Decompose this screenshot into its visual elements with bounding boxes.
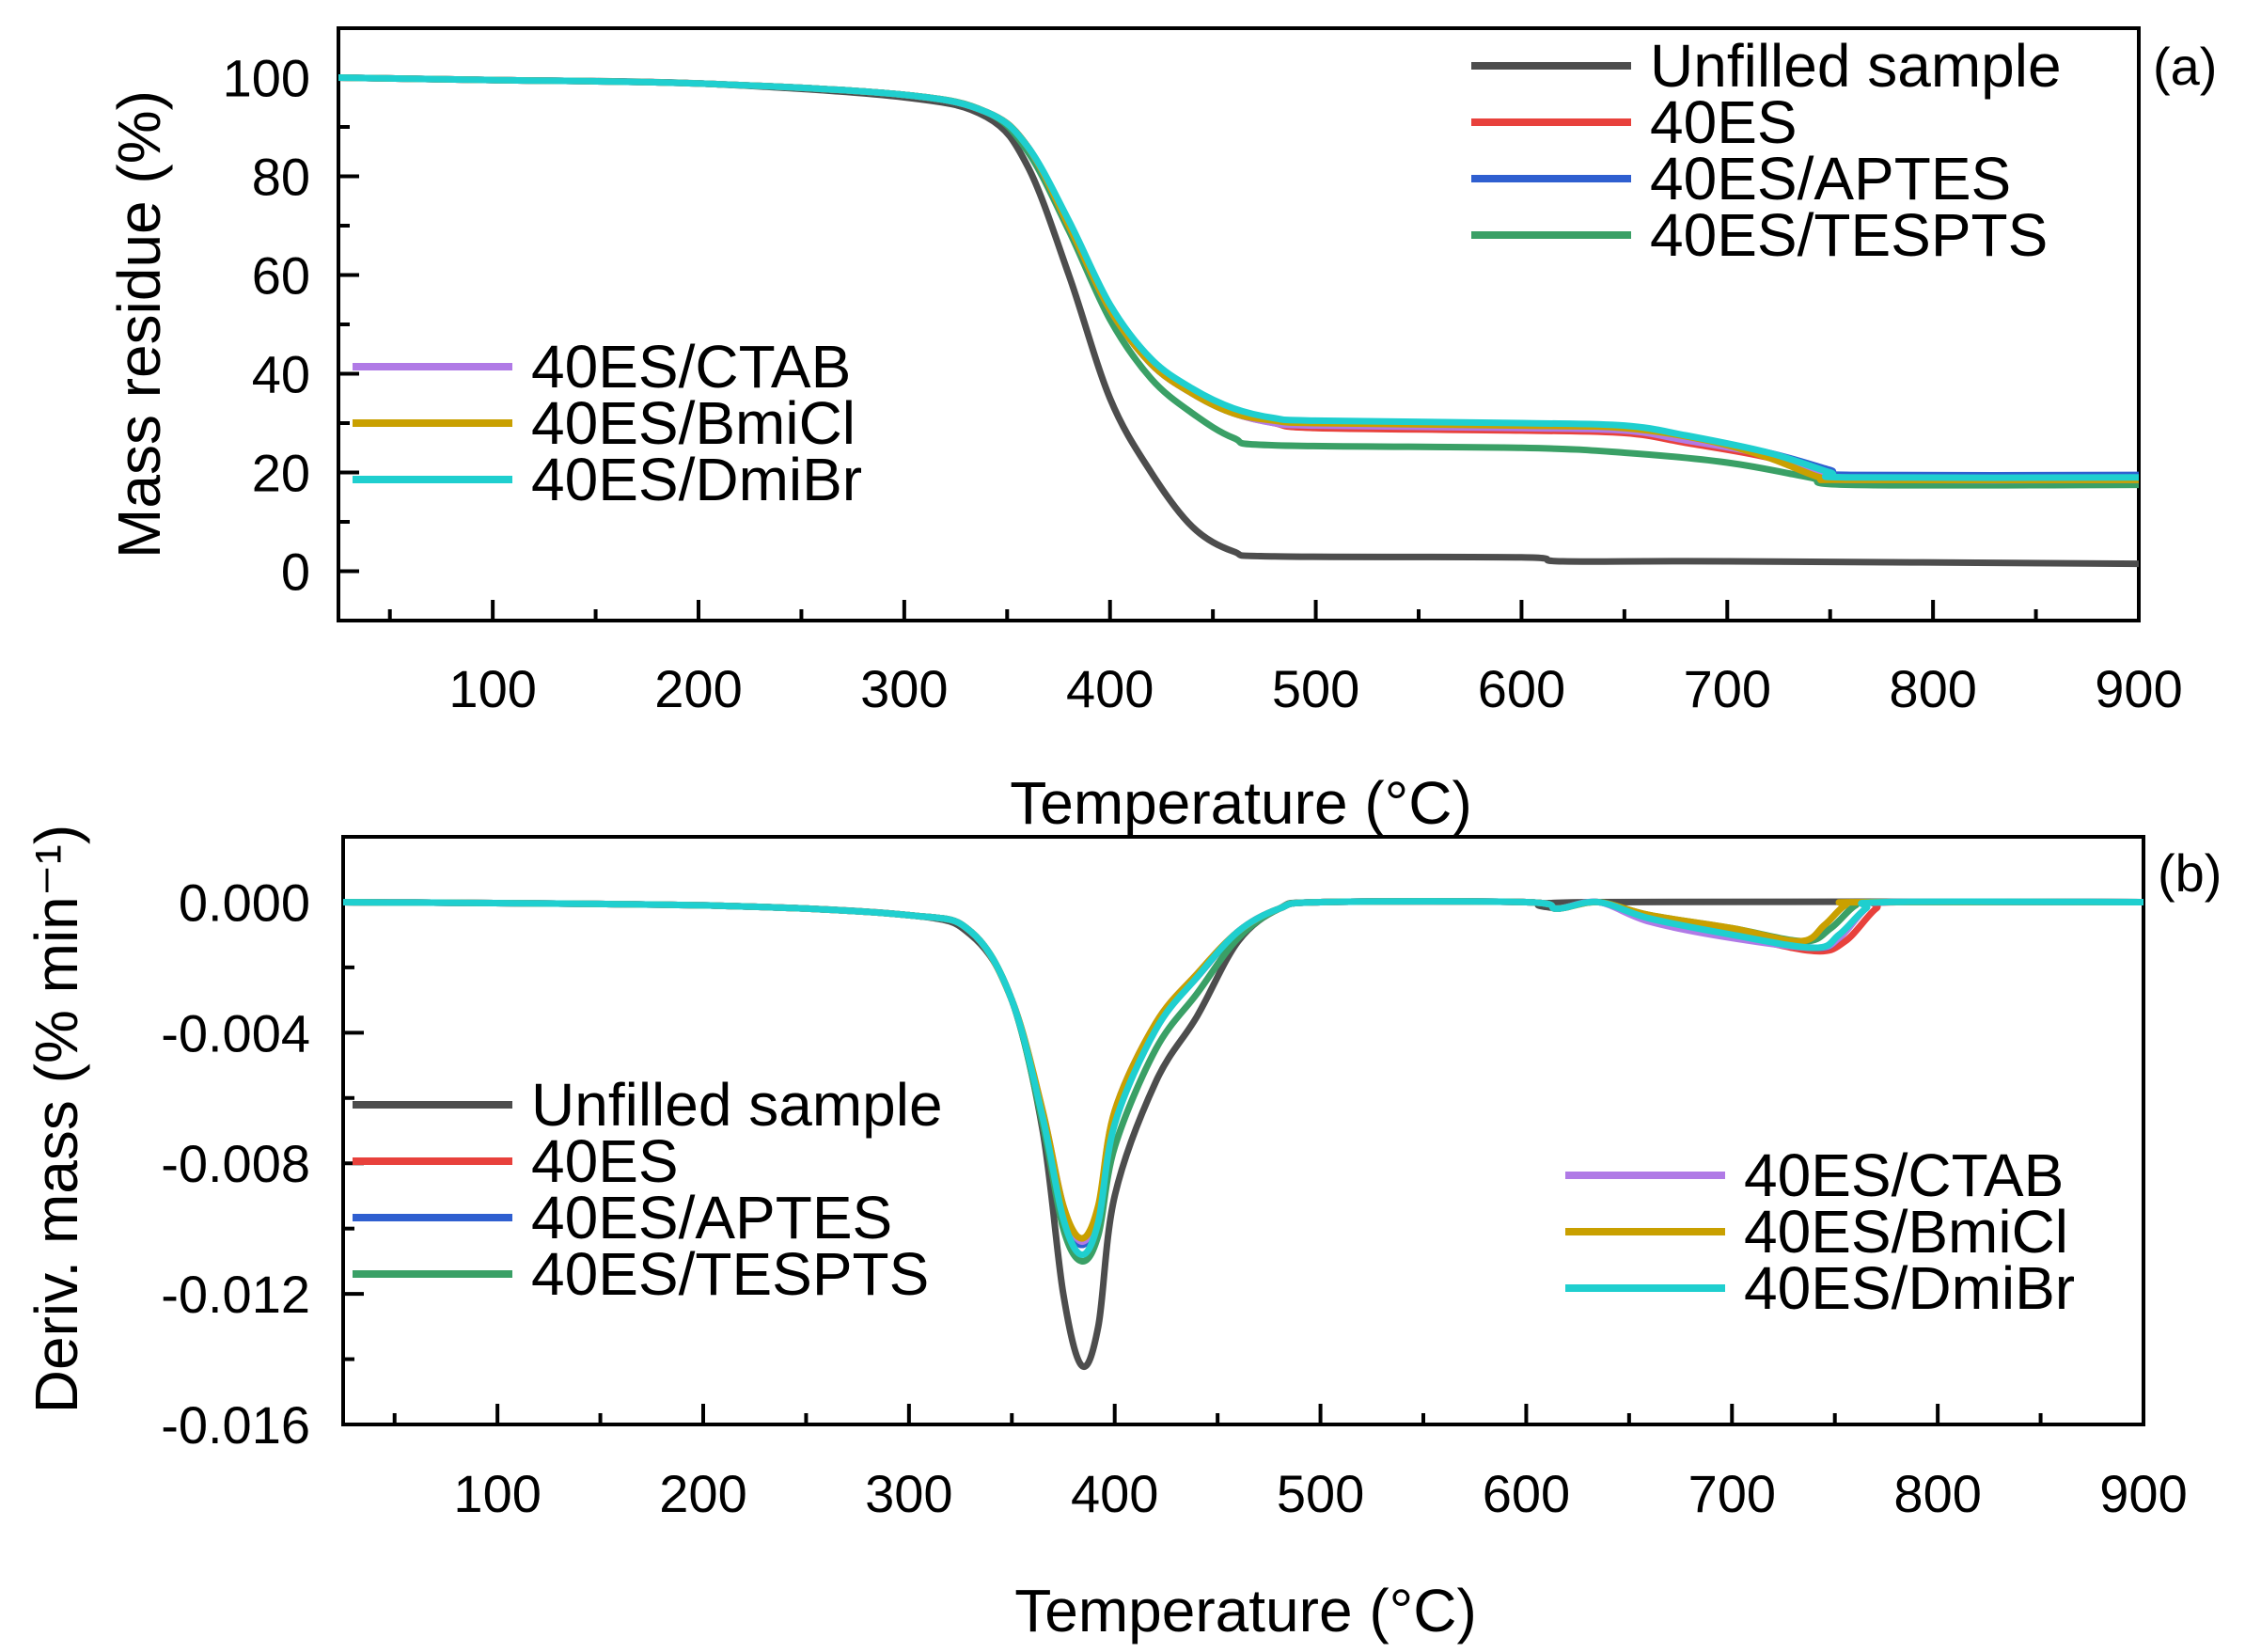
x-tick-label: 500 [1277,1464,1364,1523]
x-tick-label: 400 [1066,659,1154,718]
y-tick-label: 60 [252,246,310,306]
x-tick-label: 300 [860,659,948,718]
y-tick-label: 80 [252,148,310,207]
legend-label: Unfilled sample [1650,32,2062,100]
panel-b-ticks: 100 200 300 400 500 600 700 800 900 0.000 -0.004 -0… [161,835,2188,1523]
legend-label: 40ES/BmiCl [531,389,856,457]
legend-label: 40ES/DmiBr [1744,1254,2075,1322]
series-line-40es-dmibr [343,898,2143,1258]
y-tick-label: -0.004 [161,1003,310,1062]
panel-a-ticks: 100 200 300 400 500 600 700 800 900 0 20 40 60 80 100 [223,26,2183,718]
panel-a-frame [337,26,2141,622]
y-tick-label: -0.008 [161,1134,310,1193]
panel-a: 100 200 300 400 500 600 700 800 900 0 20 40 60 80100 … [105,26,2217,837]
y-tick-label: 0 [281,543,310,602]
x-tick-label: 600 [1483,1464,1570,1523]
panel-b-ylabel: Deriv. mass (% min⁻¹) [23,825,90,1413]
legend-label: 40ES/CTAB [1744,1141,2064,1209]
panel-b-xlabel: Temperature (°C) [1014,1577,1477,1644]
y-tick-label: -0.016 [161,1395,310,1455]
panel-a-xlabel: Temperature (°C) [1010,769,1472,837]
x-tick-label: 100 [448,659,536,718]
x-tick-label: 300 [865,1464,952,1523]
y-tick-label: 40 [252,345,310,404]
legend-label: 40ES/DmiBr [531,446,862,513]
y-tick-label: 20 [252,444,310,503]
x-tick-label: 800 [1893,1464,1981,1523]
x-tick-label: 700 [1684,659,1771,718]
panel-a-ylabel: Mass residue (%) [105,90,173,559]
x-tick-label: 400 [1071,1464,1158,1523]
legend-label: 40ES/APTES [1650,145,2011,212]
legend-label: 40ES/TESPTS [1650,201,2048,269]
x-tick-label: 500 [1272,659,1359,718]
x-tick-label: 900 [2099,1464,2187,1523]
panel-b-frame [341,835,2145,1426]
legend-label: 40ES [531,1127,679,1195]
y-tick-label: 0.000 [179,873,310,932]
panel-b-series [343,898,2143,1371]
panel-a-label: (a) [2153,37,2217,96]
legend-label: 40ES [1650,88,1798,156]
legend-label: 40ES/CTAB [531,333,851,401]
panel-a-legend: Unfilled sample40ES40ES/APTES40ES/TESPTS… [353,32,2062,513]
y-tick-label: -0.012 [161,1265,310,1324]
x-tick-label: 700 [1688,1464,1776,1523]
panel-b-label: (b) [2158,843,2222,903]
x-tick-label: 600 [1478,659,1565,718]
x-tick-label: 200 [654,659,742,718]
panel-b-legend: Unfilled sample40ES40ES/APTES40ES/TESPTS… [353,1071,2075,1322]
x-tick-label: 900 [2095,659,2182,718]
x-tick-label: 800 [1889,659,1976,718]
x-tick-label: 100 [453,1464,541,1523]
panel-a-series [338,74,2139,568]
legend-label: 40ES/TESPTS [531,1240,929,1308]
x-tick-label: 200 [659,1464,746,1523]
legend-label: 40ES/APTES [531,1184,892,1251]
panel-b: 100 200 300 400 500 600 700 800 900 0.000 -0.004 -0… [23,825,2222,1644]
legend-label: Unfilled sample [531,1071,943,1139]
legend-label: 40ES/BmiCl [1744,1198,2068,1266]
y-tick-label: 100 [223,49,310,108]
series-line-40es-dmibr [338,74,2139,481]
